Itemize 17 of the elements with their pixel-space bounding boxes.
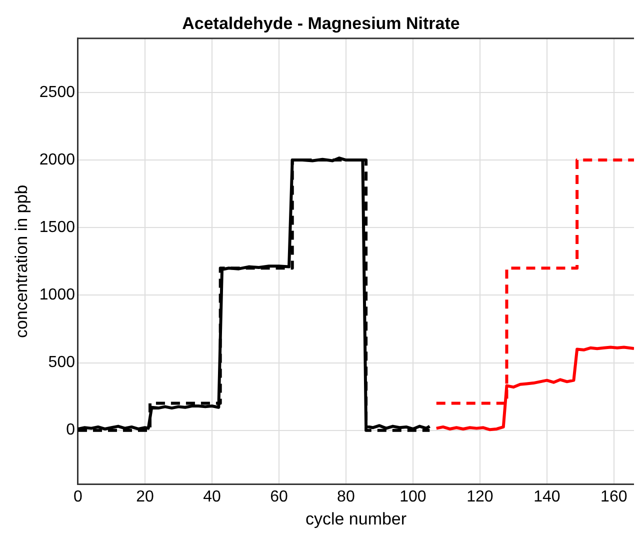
y-tick-label: 0 bbox=[66, 422, 76, 439]
y-tick-label: 1000 bbox=[39, 286, 76, 304]
x-axis-title: cycle number bbox=[305, 509, 407, 528]
x-tick-label: 100 bbox=[400, 488, 426, 506]
y-tick-label: 500 bbox=[48, 354, 76, 372]
y-tick-label: 2500 bbox=[39, 84, 76, 101]
y-tick-label: 1500 bbox=[39, 219, 76, 236]
x-tick-label: 120 bbox=[466, 488, 494, 506]
x-tick-label: 80 bbox=[337, 488, 355, 506]
chart-title: Acetaldehyde - Magnesium Nitrate bbox=[182, 14, 460, 33]
x-tick-label: 20 bbox=[136, 488, 154, 506]
x-tick-label: 140 bbox=[534, 488, 560, 506]
y-axis-title: concentration in ppb bbox=[12, 184, 31, 338]
y-tick-label: 2000 bbox=[39, 151, 76, 168]
x-tick-label: 40 bbox=[203, 488, 221, 506]
x-tick-label: 160 bbox=[600, 488, 628, 506]
x-tick-label: 60 bbox=[270, 488, 288, 506]
